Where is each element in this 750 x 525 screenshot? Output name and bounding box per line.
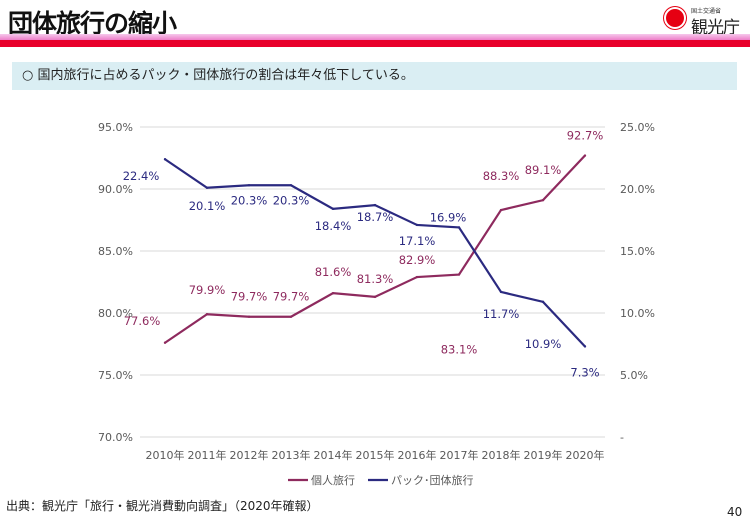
data-point <box>205 313 209 316</box>
agency-logo: 国土交通省 観光庁 <box>664 6 750 38</box>
data-point <box>541 300 545 304</box>
data-label: 79.7% <box>231 290 268 304</box>
data-label: 18.4% <box>315 219 352 233</box>
right-tick-label: 20.0% <box>620 183 655 196</box>
right-tick-label: 10.0% <box>620 307 655 320</box>
data-point <box>415 223 419 227</box>
data-label: 82.9% <box>399 253 436 267</box>
right-tick-label: 5.0% <box>620 369 648 382</box>
data-label: 20.3% <box>231 193 268 207</box>
logo-ministry: 国土交通省 <box>691 8 722 15</box>
summary-note: ○ 国内旅行に占めるパック・団体旅行の割合は年々低下している。 <box>12 62 737 90</box>
data-point <box>499 290 503 294</box>
x-tick-label: 2016年 <box>398 448 437 462</box>
data-point <box>205 186 209 189</box>
legend-label: 個人旅行 <box>311 473 355 487</box>
right-tick-label: - <box>620 431 624 444</box>
data-point <box>457 273 461 276</box>
left-tick-label: 80.0% <box>98 307 133 320</box>
x-tick-label: 2010年 <box>146 448 185 462</box>
x-tick-label: 2012年 <box>230 448 269 462</box>
data-point <box>373 203 377 207</box>
data-point <box>457 226 461 229</box>
data-point <box>289 315 293 318</box>
page-title: 団体旅行の縮小 <box>8 9 177 38</box>
data-label: 81.3% <box>357 272 394 286</box>
x-tick-label: 2018年 <box>482 448 521 462</box>
data-label: 92.7% <box>567 129 604 143</box>
data-point <box>331 207 335 211</box>
data-label: 77.6% <box>124 314 161 328</box>
x-tick-label: 2019年 <box>524 448 563 462</box>
data-point <box>163 341 167 344</box>
left-tick-label: 90.0% <box>98 183 133 196</box>
legend-label: パック･団体旅行 <box>391 473 474 487</box>
data-label: 11.7% <box>483 307 520 321</box>
data-label: 16.9% <box>430 210 467 224</box>
data-point <box>415 275 419 279</box>
x-tick-label: 2020年 <box>566 448 605 462</box>
data-label: 20.3% <box>273 193 310 207</box>
logo-mark-icon <box>664 7 686 29</box>
data-point <box>583 154 587 157</box>
series-line-individual <box>164 154 586 344</box>
x-tick-label: 2014年 <box>314 448 353 462</box>
data-point <box>163 158 167 161</box>
data-point <box>247 315 251 318</box>
right-tick-label: 25.0% <box>620 121 655 134</box>
header-divider-red <box>0 40 750 47</box>
data-label: 18.7% <box>357 210 394 224</box>
data-point <box>541 198 545 202</box>
data-label: 10.9% <box>525 337 562 351</box>
data-point <box>373 295 377 299</box>
data-label: 89.1% <box>525 163 562 177</box>
x-tick-label: 2015年 <box>356 448 395 462</box>
data-point <box>499 208 503 212</box>
x-tick-label: 2013年 <box>272 448 311 462</box>
left-tick-label: 75.0% <box>98 369 133 382</box>
data-label: 79.7% <box>273 290 310 304</box>
logo-text: 観光庁 <box>691 18 740 38</box>
data-point <box>247 184 251 187</box>
left-tick-label: 70.0% <box>98 431 133 444</box>
data-label: 79.9% <box>189 283 226 297</box>
source-note: 出典：観光庁「旅行・観光消費動向調査」（2020年確報） <box>6 499 319 513</box>
left-tick-label: 95.0% <box>98 121 133 134</box>
data-label: 81.6% <box>315 265 352 279</box>
left-tick-label: 85.0% <box>98 245 133 258</box>
right-tick-label: 15.0% <box>620 245 655 258</box>
header-divider-pink <box>0 34 750 40</box>
data-label: 22.4% <box>123 169 160 183</box>
data-label: 7.3% <box>570 365 599 379</box>
data-label: 83.1% <box>441 343 478 357</box>
page-number: 40 <box>727 505 743 519</box>
data-point <box>289 184 293 187</box>
data-point <box>583 345 587 348</box>
x-tick-label: 2017年 <box>440 448 479 462</box>
data-label: 20.1% <box>189 199 226 213</box>
x-tick-label: 2011年 <box>188 448 227 462</box>
data-label: 17.1% <box>399 234 436 248</box>
data-label: 88.3% <box>483 169 520 183</box>
series-line-group <box>164 158 586 348</box>
data-point <box>331 291 335 295</box>
